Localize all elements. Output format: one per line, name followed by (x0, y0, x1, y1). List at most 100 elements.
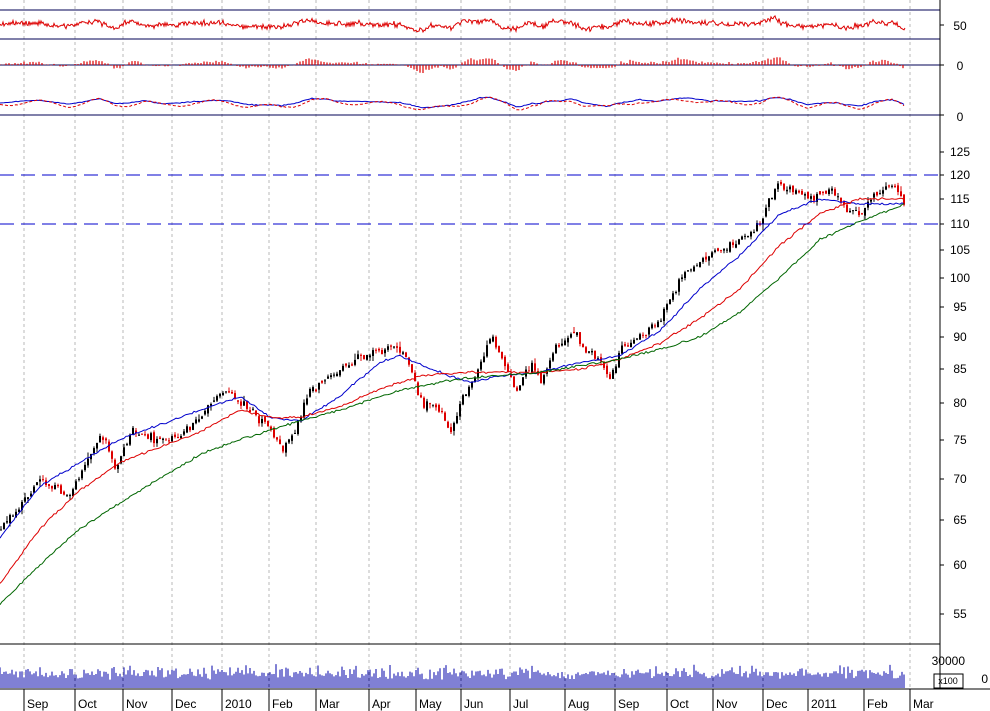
candle-body-down (903, 194, 905, 205)
candle-body-down (345, 363, 347, 366)
candle-body-up (744, 235, 746, 237)
y-tick-label: 85 (953, 362, 967, 376)
candle-body-up (312, 387, 314, 392)
candle-body-down (276, 437, 278, 440)
candle-body-up (672, 293, 674, 300)
candle-body-up (195, 419, 197, 424)
x-tick-label: Mar (913, 697, 934, 711)
candle-body-up (225, 391, 227, 393)
x-tick-label: Oct (78, 697, 97, 711)
unit-box (933, 673, 964, 689)
candle-body-up (696, 265, 698, 267)
y-tick-label: 0 (957, 110, 964, 124)
candle-body-down (60, 485, 62, 494)
candle-body-down (807, 192, 809, 199)
candle-body-up (870, 199, 872, 202)
moving-average-line (0, 198, 905, 539)
candle-body-up (72, 489, 74, 497)
candle-body-down (240, 401, 242, 406)
candle-body-up (204, 410, 206, 415)
candle-body-down (237, 400, 239, 402)
candle-body-up (747, 236, 749, 238)
candle-body-up (453, 422, 455, 431)
candle-body-up (735, 244, 737, 248)
candle-body-up (615, 366, 617, 374)
x-tick-label: Nov (126, 697, 147, 711)
candle-body-down (876, 192, 878, 196)
x-tick-label: Jun (464, 697, 483, 711)
candle-body-down (582, 344, 584, 348)
candle-body-up (357, 354, 359, 360)
candle-body-down (177, 436, 179, 439)
candle-body-up (336, 373, 338, 377)
candle-body-down (231, 391, 233, 394)
candle-body-up (738, 239, 740, 245)
candle-body-up (810, 196, 812, 199)
candle-body-up (54, 485, 56, 490)
candle-body-up (339, 370, 341, 376)
x-tick-label: May (419, 697, 442, 711)
candle-body-down (282, 445, 284, 452)
candle-body-up (456, 416, 458, 424)
candle-body-down (390, 345, 392, 347)
candle-body-up (21, 501, 23, 510)
macd-panel (0, 96, 940, 116)
candle-body-down (843, 201, 845, 205)
candle-body-down (255, 410, 257, 416)
candle-body-up (342, 365, 344, 371)
candle-body-up (309, 389, 311, 397)
candle-body-up (690, 269, 692, 271)
candle-body-down (819, 191, 821, 195)
candle-body-up (702, 258, 704, 262)
candle-body-up (741, 236, 743, 240)
candle-body-up (789, 186, 791, 190)
volume-panel (0, 664, 905, 688)
candle-body-down (780, 182, 782, 185)
candle-body-up (549, 360, 551, 369)
candle-body-down (141, 433, 143, 435)
candle-body-down (813, 195, 815, 201)
candle-body-up (432, 404, 434, 406)
candle-body-down (363, 355, 365, 359)
candle-body-up (402, 352, 404, 354)
candle-body-up (492, 336, 494, 342)
candle-body-down (258, 416, 260, 424)
candle-body-down (450, 427, 452, 433)
candle-body-up (771, 197, 773, 200)
candle-body-up (828, 189, 830, 194)
x-tick-label: Dec (766, 697, 787, 711)
candle-body-down (603, 361, 605, 368)
candle-body-up (222, 392, 224, 396)
candle-body-down (273, 428, 275, 438)
candle-body-down (801, 191, 803, 195)
unit-label: x100 (938, 676, 958, 686)
candle-body-up (87, 458, 89, 466)
candle-body-down (351, 364, 353, 366)
candle-body-down (516, 387, 518, 391)
oscillator-line (0, 15, 906, 34)
candle-body-up (708, 256, 710, 261)
y-tick-label: 65 (953, 513, 967, 527)
candle-body-down (234, 393, 236, 399)
candle-body-down (642, 334, 644, 336)
candle-body-down (168, 440, 170, 442)
candle-body-down (579, 332, 581, 344)
candle-body-up (288, 439, 290, 443)
candle-body-up (369, 355, 371, 358)
histogram-panel (0, 57, 940, 74)
candle-body-up (285, 443, 287, 453)
candle-body-up (618, 353, 620, 368)
candle-body-up (207, 405, 209, 414)
candle-body-down (102, 437, 104, 440)
candle-body-down (861, 213, 863, 215)
moving-average-line (0, 203, 905, 605)
x-tick-label: Oct (670, 697, 689, 711)
candle-body-up (366, 355, 368, 360)
candle-body-down (63, 491, 65, 495)
candle-body-up (93, 448, 95, 454)
candle-body-down (495, 336, 497, 348)
x-tick-label: Mar (319, 697, 340, 711)
candle-body-down (441, 411, 443, 413)
candle-body-down (627, 345, 629, 347)
candle-body-up (774, 189, 776, 200)
